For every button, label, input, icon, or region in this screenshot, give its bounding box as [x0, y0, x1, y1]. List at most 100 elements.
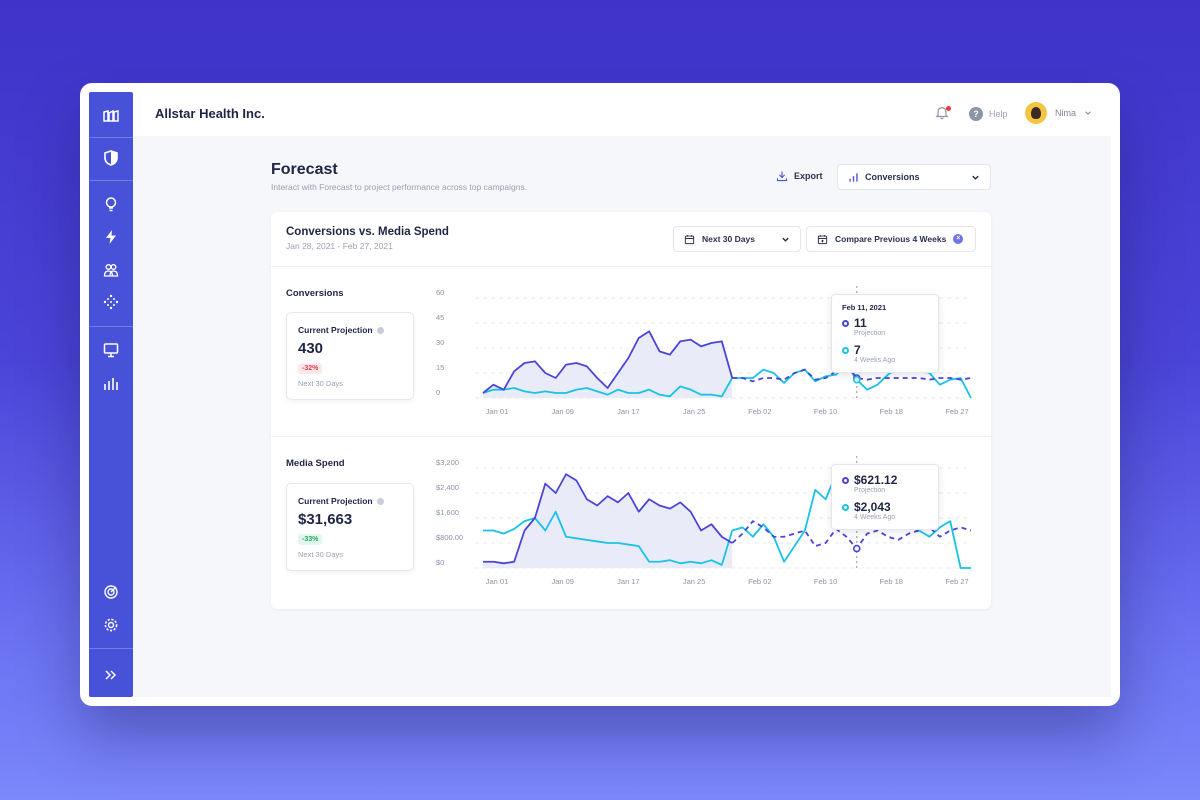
conversions-projection-card: Current Projection 430 -32% Next 30 Days	[286, 312, 414, 400]
previous-marker	[852, 375, 861, 384]
change-badge: -33%	[298, 534, 323, 545]
tooltip-projection-value: $621.12	[854, 473, 898, 487]
download-icon	[776, 171, 788, 182]
x-tick-label: Feb 27	[945, 407, 968, 416]
tooltip-previous-value: $2,043	[854, 500, 891, 514]
conversions-tooltip: Feb 11, 2021 11 Projection 7 4 Weeks Ago	[831, 294, 939, 373]
x-tick-label: Jan 01	[486, 577, 509, 586]
network-icon[interactable]	[89, 290, 133, 314]
tooltip-projection-row: 11	[842, 316, 928, 330]
card-title: Conversions vs. Media Spend	[286, 226, 449, 238]
bolt-icon[interactable]	[89, 225, 133, 249]
tooltip-previous-label: 4 Weeks Ago	[854, 514, 896, 521]
projection-label-row: Current Projection	[298, 496, 402, 506]
projection-label: Current Projection	[298, 325, 373, 335]
y-tick-label: $800.00	[436, 533, 463, 542]
y-tick-label: $2,400	[436, 483, 459, 492]
clear-compare-icon[interactable]: ×	[953, 234, 964, 244]
tooltip-projection-value: 11	[854, 316, 867, 330]
tooltip-projection-label: Projection	[854, 330, 886, 337]
projection-marker-icon	[842, 476, 849, 484]
compare-label: Compare Previous 4 Weeks	[835, 234, 947, 244]
tooltip-previous-row: $2,043	[842, 500, 928, 514]
notification-bell-icon[interactable]	[935, 106, 951, 122]
help-button[interactable]: ? Help	[969, 107, 1008, 121]
company-name: Allstar Health Inc.	[155, 106, 265, 121]
projection-period: Next 30 Days	[298, 379, 344, 388]
bulb-icon[interactable]	[89, 192, 133, 216]
app-window: Allstar Health Inc. ? Help Nima Forecast…	[80, 83, 1120, 706]
info-icon[interactable]	[376, 326, 384, 334]
x-tick-label: Jan 25	[683, 407, 706, 416]
chevron-down-icon	[782, 237, 789, 242]
x-tick-label: Feb 27	[945, 577, 968, 586]
projection-marker	[852, 544, 861, 553]
projection-period: Next 30 Days	[298, 550, 344, 559]
projection-label-row: Current Projection	[298, 325, 402, 335]
projection-area	[483, 331, 733, 398]
media-spend-projection-card: Current Projection $31,663 -33% Next 30 …	[286, 483, 414, 571]
tooltip-date: Feb 11, 2021	[842, 303, 887, 312]
avatar	[1025, 102, 1047, 124]
previous-marker-icon	[842, 346, 849, 354]
y-tick-label: 15	[436, 363, 444, 372]
metric-select[interactable]: Conversions	[837, 164, 991, 190]
x-tick-label: Jan 09	[551, 577, 574, 586]
x-tick-label: Feb 02	[748, 577, 771, 586]
card-date-range: Jan 28, 2021 - Feb 27, 2021	[286, 241, 393, 251]
calendar-plus-icon	[817, 234, 828, 244]
date-range-label: Next 30 Days	[702, 234, 755, 244]
sidebar	[89, 92, 133, 697]
y-tick-label: 30	[436, 338, 444, 347]
users-icon[interactable]	[89, 258, 133, 282]
monitor-icon[interactable]	[89, 338, 133, 362]
conversions-label: Conversions	[286, 288, 344, 299]
shield-icon[interactable]	[89, 146, 133, 170]
projection-value: $31,663	[298, 511, 353, 528]
x-tick-label: Feb 02	[748, 407, 771, 416]
metric-select-value: Conversions	[865, 172, 920, 182]
projection-label: Current Projection	[298, 496, 373, 506]
expand-icon[interactable]	[89, 663, 133, 687]
user-menu[interactable]: Nima	[1025, 102, 1092, 124]
projection-series-line	[482, 330, 734, 394]
export-button[interactable]: Export	[776, 170, 823, 182]
target-icon[interactable]	[89, 580, 133, 604]
media-spend-tooltip: $621.12 Projection $2,043 4 Weeks Ago	[831, 464, 939, 530]
x-tick-label: Feb 10	[814, 407, 837, 416]
chevron-down-icon	[1085, 111, 1091, 115]
info-icon[interactable]	[376, 497, 384, 505]
projection-value: 430	[298, 340, 324, 357]
logo-icon[interactable]	[89, 104, 133, 128]
conversions-chart: 0 15 30 45 60 Jan 01 Jan 09 Jan 17 Jan 25 Feb 02 F…	[436, 286, 972, 416]
x-tick-label: Jan 17	[617, 407, 640, 416]
tooltip-previous-value: 7	[854, 343, 861, 357]
y-tick-label: $1,600	[436, 508, 459, 517]
bar-chart-icon[interactable]	[89, 371, 133, 395]
projection-forecast-line	[732, 363, 972, 383]
y-tick-label: $0	[436, 558, 444, 567]
chevron-down-icon	[972, 175, 979, 180]
user-name: Nima	[1055, 108, 1077, 118]
x-tick-label: Feb 18	[880, 577, 903, 586]
forecast-card: Conversions vs. Media Spend Jan 28, 2021…	[271, 212, 991, 609]
page-subtitle: Interact with Forecast to project perfor…	[271, 182, 528, 192]
page-title: Forecast	[271, 161, 338, 178]
date-range-select[interactable]: Next 30 Days	[673, 226, 801, 252]
export-label: Export	[794, 171, 823, 181]
change-badge: -32%	[298, 363, 323, 374]
compare-filter[interactable]: Compare Previous 4 Weeks ×	[806, 226, 976, 252]
previous-marker-icon	[842, 503, 849, 511]
help-label: Help	[989, 109, 1008, 119]
x-tick-label: Jan 25	[683, 577, 706, 586]
top-bar: Allstar Health Inc. ? Help Nima	[133, 92, 1111, 136]
media-spend-chart: $0 $800.00 $1,600 $2,400 $3,200 Jan 01 Jan 09 J…	[436, 456, 972, 586]
projection-marker-icon	[842, 319, 849, 327]
projection-series-line	[483, 473, 733, 565]
tooltip-projection-row: $621.12	[842, 473, 928, 487]
y-tick-label: 0	[436, 388, 440, 397]
x-tick-label: Feb 10	[814, 577, 837, 586]
gear-icon[interactable]	[89, 613, 133, 637]
x-tick-label: Jan 09	[551, 407, 574, 416]
tooltip-previous-row: 7	[842, 343, 928, 357]
